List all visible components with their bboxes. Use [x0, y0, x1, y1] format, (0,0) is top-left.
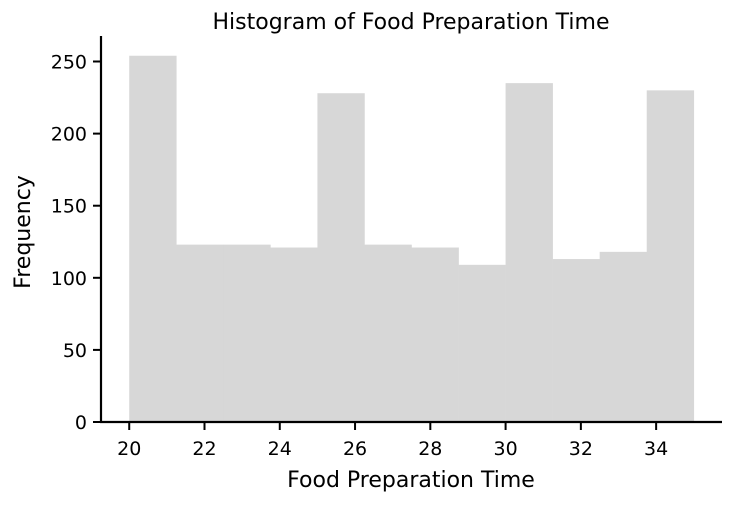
histogram-bar-8 — [458, 264, 506, 422]
chart-title: Histogram of Food Preparation Time — [213, 10, 610, 35]
x-tick-label-32: 32 — [569, 438, 593, 460]
x-tick-label-26: 26 — [343, 438, 367, 460]
histogram-bar-5 — [317, 93, 365, 422]
y-tick-label-250: 250 — [51, 52, 87, 74]
histogram-bar-2 — [176, 244, 224, 422]
histogram-bar-10 — [552, 259, 600, 422]
histogram-bar-11 — [599, 251, 648, 422]
x-axis-label: Food Preparation Time — [287, 468, 535, 493]
y-tick-label-150: 150 — [51, 196, 87, 218]
y-tick-label-50: 50 — [63, 340, 87, 362]
histogram-bar-12 — [646, 90, 695, 423]
x-tick-label-22: 22 — [192, 438, 216, 460]
x-tick-label-28: 28 — [418, 438, 442, 460]
histogram-bar-6 — [364, 244, 412, 422]
y-tick-label-200: 200 — [51, 124, 87, 146]
x-tick-label-30: 30 — [493, 438, 517, 460]
x-tick-label-34: 34 — [644, 438, 668, 460]
histogram-bar-9 — [505, 83, 553, 422]
y-tick-label-0: 0 — [75, 412, 87, 434]
y-tick-label-100: 100 — [51, 268, 87, 290]
x-tick-label-20: 20 — [117, 438, 141, 460]
histogram-bar-1 — [129, 55, 177, 422]
bars-layer — [129, 55, 695, 423]
histogram-bar-4 — [270, 247, 318, 422]
y-axis-label: Frequency — [11, 175, 36, 289]
ticks-layer: 20 22 24 26 28 30 32 34 0 50 100 150 200 250 — [51, 52, 668, 460]
histogram-bar-3 — [223, 244, 271, 422]
histogram-bar-7 — [411, 247, 459, 422]
x-tick-label-24: 24 — [268, 438, 292, 460]
